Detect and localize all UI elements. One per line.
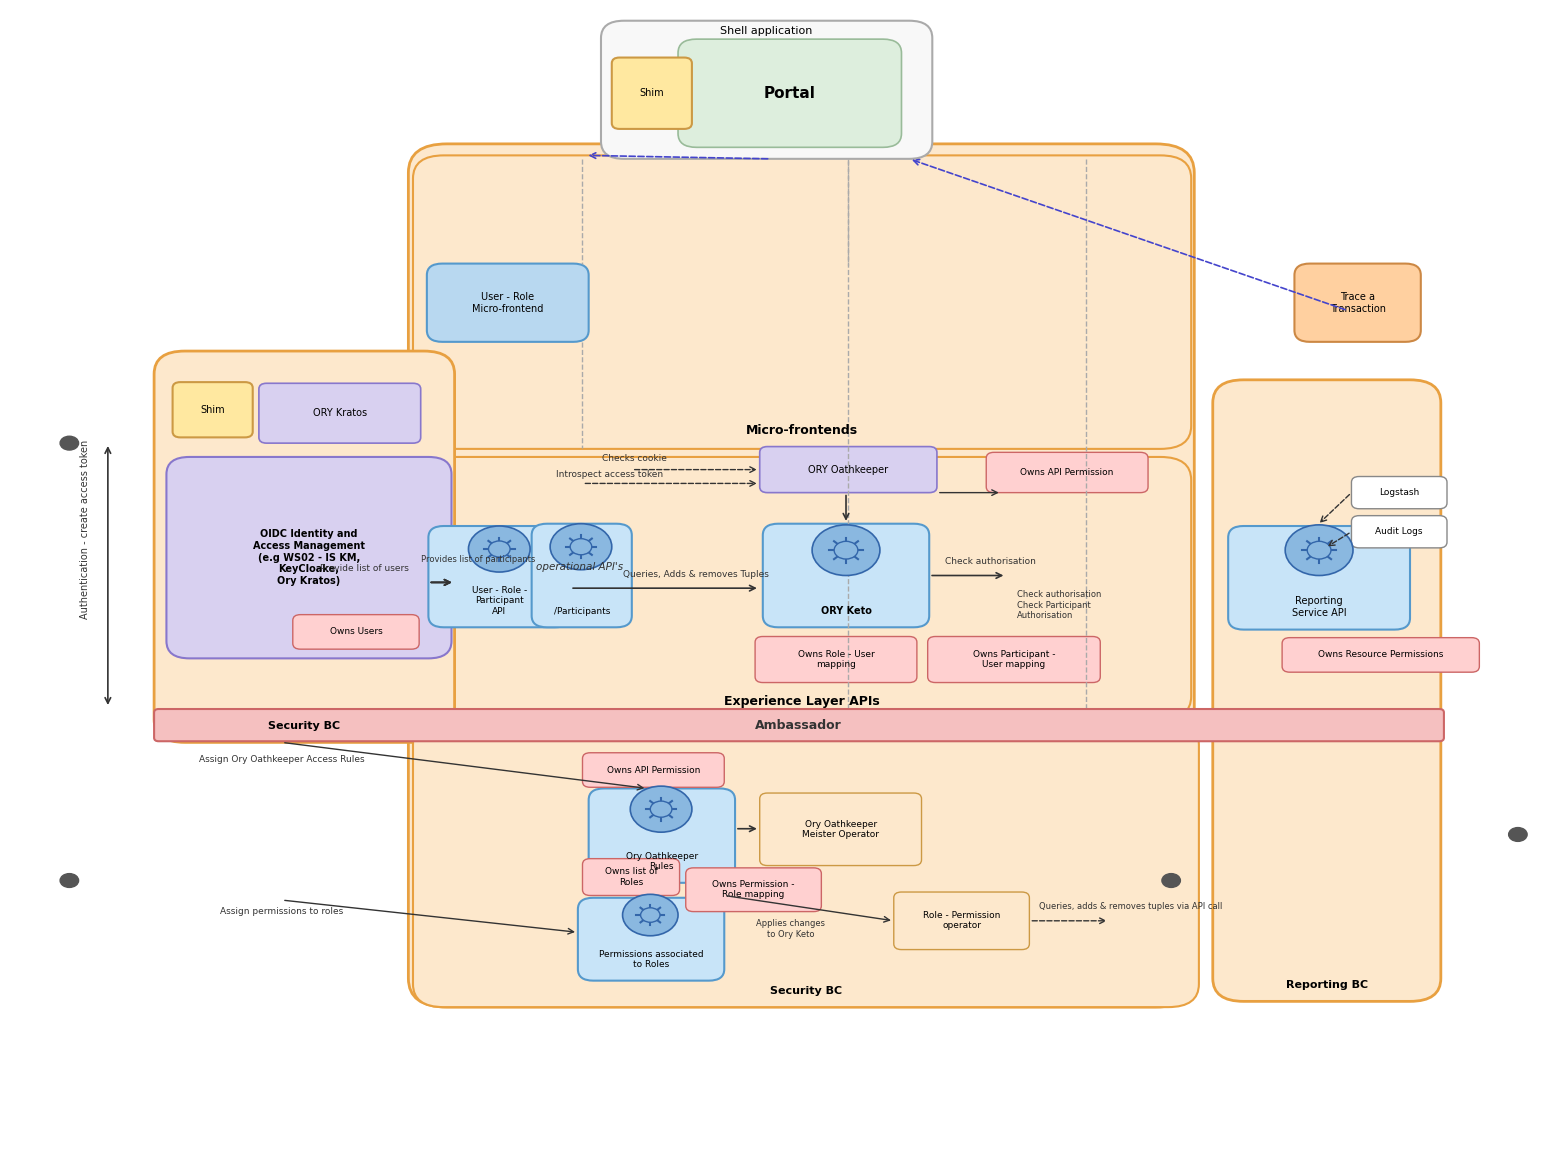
- FancyBboxPatch shape: [166, 457, 452, 658]
- Text: User - Role
Micro-frontend: User - Role Micro-frontend: [472, 292, 544, 313]
- Text: Experience Layer APIs: Experience Layer APIs: [724, 695, 880, 708]
- Text: Authentication - create access token: Authentication - create access token: [80, 440, 89, 619]
- Text: Reporting
Service API: Reporting Service API: [1291, 596, 1347, 618]
- Circle shape: [60, 874, 79, 887]
- Text: Owns Users: Owns Users: [330, 627, 382, 637]
- Text: Checks cookie: Checks cookie: [601, 453, 667, 463]
- FancyBboxPatch shape: [601, 21, 932, 159]
- FancyBboxPatch shape: [582, 859, 680, 895]
- Text: Owns API Permission: Owns API Permission: [607, 765, 700, 775]
- Text: Security BC: Security BC: [268, 721, 341, 731]
- Text: Micro-frontends: Micro-frontends: [746, 425, 858, 437]
- Circle shape: [1509, 828, 1527, 841]
- Text: Security BC: Security BC: [770, 985, 841, 996]
- FancyBboxPatch shape: [1213, 380, 1441, 1001]
- Text: OIDC Identity and
Access Management
(e.g WS02 - IS KM,
KeyCloake,
Ory Kratos): OIDC Identity and Access Management (e.g…: [253, 529, 365, 586]
- FancyBboxPatch shape: [678, 39, 901, 147]
- FancyBboxPatch shape: [686, 868, 821, 912]
- FancyBboxPatch shape: [428, 526, 570, 627]
- Circle shape: [1285, 525, 1353, 576]
- FancyBboxPatch shape: [154, 709, 1444, 741]
- Circle shape: [550, 524, 612, 570]
- FancyBboxPatch shape: [413, 722, 1199, 1007]
- Circle shape: [834, 541, 858, 559]
- FancyBboxPatch shape: [760, 447, 937, 493]
- FancyBboxPatch shape: [612, 58, 692, 129]
- Text: Assign Ory Oathkeeper Access Rules: Assign Ory Oathkeeper Access Rules: [199, 755, 365, 764]
- Text: Logstash: Logstash: [1379, 488, 1419, 497]
- Circle shape: [650, 801, 672, 817]
- Text: Check authorisation
Check Participant
Authorisation: Check authorisation Check Participant Au…: [1017, 590, 1102, 620]
- Text: ORY Kratos: ORY Kratos: [313, 409, 367, 418]
- FancyBboxPatch shape: [894, 892, 1029, 950]
- FancyBboxPatch shape: [532, 524, 632, 627]
- FancyBboxPatch shape: [1351, 516, 1447, 548]
- Text: Role - Permission
operator: Role - Permission operator: [923, 912, 1000, 930]
- Text: Shell application: Shell application: [721, 26, 812, 37]
- FancyBboxPatch shape: [293, 615, 419, 649]
- Text: Owns API Permission: Owns API Permission: [1020, 468, 1114, 477]
- Circle shape: [570, 539, 592, 555]
- Text: Owns Role - User
mapping: Owns Role - User mapping: [798, 650, 874, 669]
- Circle shape: [812, 525, 880, 576]
- FancyBboxPatch shape: [1282, 638, 1479, 672]
- FancyBboxPatch shape: [259, 383, 421, 443]
- Text: Provides list of participants: Provides list of participants: [421, 555, 535, 564]
- FancyBboxPatch shape: [173, 382, 253, 437]
- Circle shape: [1162, 874, 1180, 887]
- Text: /Participants: /Participants: [553, 607, 610, 616]
- FancyBboxPatch shape: [408, 144, 1194, 1007]
- FancyBboxPatch shape: [1228, 526, 1410, 630]
- Text: Queries, Adds & removes Tuples: Queries, Adds & removes Tuples: [623, 570, 769, 579]
- Text: Owns Resource Permissions: Owns Resource Permissions: [1318, 650, 1444, 660]
- Circle shape: [1307, 541, 1331, 559]
- FancyBboxPatch shape: [1294, 264, 1421, 342]
- FancyBboxPatch shape: [413, 457, 1191, 719]
- FancyBboxPatch shape: [755, 637, 917, 683]
- Text: Shim: Shim: [200, 405, 225, 414]
- Text: Permissions associated
to Roles: Permissions associated to Roles: [599, 950, 703, 969]
- Text: Reporting BC: Reporting BC: [1285, 980, 1368, 990]
- Text: Check authorisation: Check authorisation: [946, 557, 1036, 566]
- Text: Queries, adds & removes tuples via API call: Queries, adds & removes tuples via API c…: [1040, 902, 1222, 912]
- FancyBboxPatch shape: [582, 753, 724, 787]
- Text: Applies changes
to Ory Keto: Applies changes to Ory Keto: [757, 920, 824, 938]
- FancyBboxPatch shape: [413, 155, 1191, 449]
- FancyBboxPatch shape: [589, 788, 735, 883]
- Text: Ory Oathkeeper
Rules: Ory Oathkeeper Rules: [626, 852, 698, 871]
- Circle shape: [60, 436, 79, 450]
- FancyBboxPatch shape: [578, 898, 724, 981]
- Circle shape: [488, 541, 510, 557]
- FancyBboxPatch shape: [928, 637, 1100, 683]
- Text: User - Role -
Participant
API: User - Role - Participant API: [472, 586, 527, 616]
- Text: Assign permissions to roles: Assign permissions to roles: [220, 907, 344, 916]
- Text: Portal: Portal: [764, 85, 815, 101]
- Circle shape: [630, 786, 692, 832]
- FancyBboxPatch shape: [154, 351, 455, 742]
- Text: Owns Participant -
User mapping: Owns Participant - User mapping: [972, 650, 1056, 669]
- Text: Owns list of
Roles: Owns list of Roles: [604, 868, 658, 886]
- Text: Ambassador: Ambassador: [755, 718, 841, 732]
- Text: ORY Oathkeeper: ORY Oathkeeper: [809, 465, 888, 474]
- Text: Provide list of users: Provide list of users: [321, 564, 408, 573]
- FancyBboxPatch shape: [760, 793, 922, 866]
- Circle shape: [468, 526, 530, 572]
- Text: Shim: Shim: [640, 89, 664, 98]
- Text: Introspect access token: Introspect access token: [556, 470, 663, 479]
- FancyBboxPatch shape: [986, 452, 1148, 493]
- Text: Ory Oathkeeper
Meister Operator: Ory Oathkeeper Meister Operator: [803, 820, 878, 839]
- Circle shape: [623, 894, 678, 936]
- Text: operational API's: operational API's: [536, 563, 623, 572]
- Text: Owns Permission -
Role mapping: Owns Permission - Role mapping: [712, 881, 795, 899]
- Text: Audit Logs: Audit Logs: [1376, 527, 1422, 536]
- Circle shape: [641, 908, 660, 922]
- FancyBboxPatch shape: [763, 524, 929, 627]
- Text: ORY Keto: ORY Keto: [820, 605, 872, 616]
- FancyBboxPatch shape: [427, 264, 589, 342]
- FancyBboxPatch shape: [1351, 477, 1447, 509]
- Text: Trace a
Transaction: Trace a Transaction: [1330, 292, 1385, 313]
